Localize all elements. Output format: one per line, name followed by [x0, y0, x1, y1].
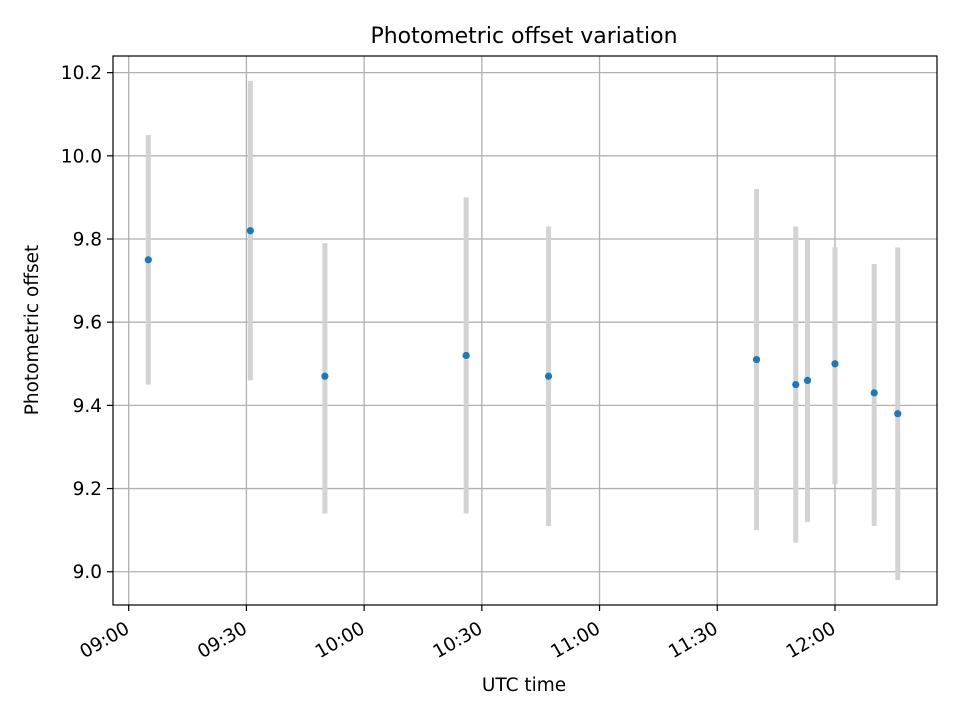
y-tick-label: 9.2	[73, 479, 102, 500]
data-point	[321, 372, 329, 380]
x-axis-label: UTC time	[482, 675, 566, 696]
data-point	[792, 380, 800, 389]
x-tick-label: 10:30	[430, 618, 487, 663]
y-tick-label: 9.6	[73, 313, 102, 334]
y-axis-label: Photometric offset	[22, 245, 43, 416]
x-tick-label: 12:00	[783, 618, 840, 663]
x-tick-label: 11:30	[665, 618, 722, 663]
y-tick-label: 9.8	[73, 230, 102, 251]
data-point	[803, 376, 812, 385]
y-tick-label: 10.2	[61, 63, 102, 84]
data-points	[144, 227, 902, 418]
x-axis-ticks: 09:00 09:30 10:00 10:30 11:00 11:30 12:00	[77, 605, 840, 663]
data-point	[462, 351, 470, 360]
y-axis-ticks: 9.0 9.2 9.4 9.6 9.8 10.0 10.2	[61, 63, 113, 583]
y-tick-label: 10.0	[61, 146, 102, 167]
chart-title: Photometric offset variation	[370, 24, 677, 49]
x-tick-label: 10:00	[312, 618, 369, 663]
y-tick-label: 9.0	[73, 562, 102, 583]
data-point	[544, 372, 553, 380]
data-point	[831, 360, 839, 368]
data-point	[246, 227, 254, 235]
data-point	[894, 410, 902, 418]
x-tick-label: 11:00	[547, 618, 604, 663]
x-tick-label: 09:30	[194, 618, 251, 663]
y-tick-label: 9.4	[73, 396, 102, 417]
data-point	[870, 389, 878, 397]
x-tick-label: 09:00	[77, 618, 134, 663]
plot-frame	[112, 55, 938, 606]
data-point	[144, 256, 152, 264]
data-point	[752, 356, 761, 364]
grid-lines	[113, 56, 937, 605]
